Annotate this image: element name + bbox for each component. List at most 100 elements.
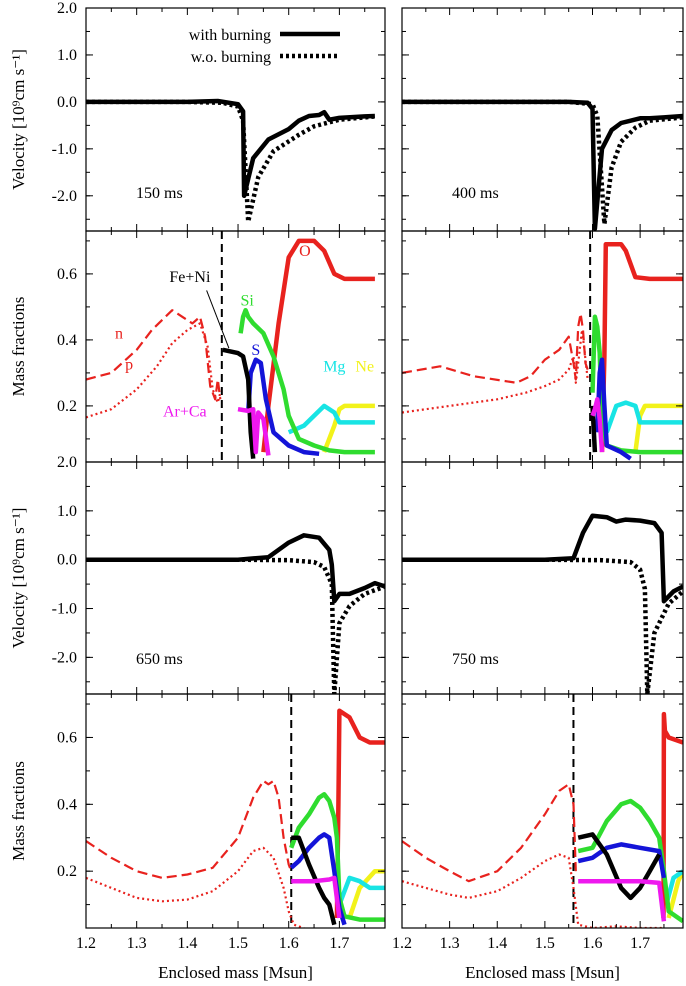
x-tick-label: 1.3 — [440, 935, 460, 952]
o-fraction-line — [334, 708, 385, 919]
plot-area — [402, 513, 683, 694]
plot-area — [86, 98, 376, 224]
si-fraction-line — [238, 307, 375, 455]
mg-fraction-line — [604, 400, 683, 434]
velocity-panel-150-ms: 2.0 1.0 0.0 -1.0 -2.0 150 ms — [52, 0, 386, 232]
y-tick-label: -1.0 — [52, 601, 77, 618]
mass-fraction-panel-150-ms: 0.6 0.4 0.2 — [57, 230, 386, 463]
feni-fraction-line — [291, 835, 337, 926]
panel-frame — [85, 461, 386, 695]
velocity-panel-400-ms: 400 ms — [401, 7, 684, 232]
y-axis-label: Velocity [10⁹cm s⁻¹] — [9, 508, 28, 649]
species-label: S — [251, 342, 260, 359]
x-tick-label: 1.5 — [228, 935, 248, 952]
n-fraction-line — [86, 779, 293, 879]
species-label: O — [299, 243, 311, 260]
x-tick-label: 1.5 — [535, 935, 555, 952]
mg-fraction-line — [287, 403, 375, 435]
y-tick-label: -2.0 — [52, 188, 77, 205]
ne-fraction-line — [633, 403, 683, 453]
s-fraction-line — [595, 357, 632, 461]
feni-pointer — [206, 290, 230, 349]
x-tick-label: 1.2 — [392, 935, 412, 952]
legend-label: w.o. burning — [191, 49, 271, 66]
y-tick-label: -1.0 — [52, 141, 77, 158]
n-fraction-line — [402, 312, 589, 384]
x-tick-label: 1.4 — [177, 935, 197, 952]
x-tick-label: 1.2 — [76, 935, 96, 952]
si-fraction-line — [289, 792, 385, 922]
x-tick-label: 1.7 — [329, 935, 349, 952]
p-fraction-line — [86, 846, 305, 928]
y-axis-label: Mass fractions — [9, 297, 28, 397]
s-fraction-line — [245, 357, 320, 457]
legend: with burning w.o. burning — [189, 27, 340, 66]
plot-area — [86, 231, 375, 462]
arca-fraction-line — [578, 878, 667, 922]
y-tick-label: 2.0 — [57, 0, 77, 17]
y-tick-label: 0.4 — [57, 332, 77, 349]
feni-fraction-line — [222, 347, 256, 459]
o-fraction-line — [661, 711, 683, 919]
y-tick-label: 2.0 — [57, 454, 77, 471]
x-axis-label: Enclosed mass [Msun] — [158, 963, 313, 982]
x-axis-label: Enclosed mass [Msun] — [465, 963, 620, 982]
velocity-line-without-burning — [86, 557, 385, 694]
species-label: Si — [240, 292, 254, 309]
ne-fraction-line — [322, 403, 375, 453]
y-tick-label: -2.0 — [52, 649, 77, 666]
panel-frame — [401, 693, 684, 929]
plot-area — [86, 533, 385, 694]
plot-area — [402, 694, 683, 928]
species-label: Fe+Ni — [169, 269, 211, 286]
n-fraction-line — [402, 783, 577, 883]
panel-frame — [401, 461, 684, 695]
y-tick-label: 1.0 — [57, 503, 77, 520]
x-tick-label: 1.6 — [279, 935, 299, 952]
species-label: Ne — [355, 358, 374, 375]
s-fraction-line — [577, 842, 667, 879]
legend-label: with burning — [189, 27, 271, 44]
species-label: n — [115, 325, 123, 342]
arca-fraction-line — [237, 406, 271, 456]
o-fraction-line — [261, 238, 375, 453]
y-tick-label: 0.6 — [57, 729, 77, 746]
time-label: 750 ms — [452, 651, 499, 668]
species-annotations: Fe+Ni Si S Onp Ar+Ca Mg Ne — [115, 243, 374, 421]
y-tick-label: 0.0 — [57, 552, 77, 569]
y-axis-label: Mass fractions — [9, 761, 28, 861]
n-fraction-line — [86, 309, 222, 401]
y-tick-label: 0.6 — [57, 266, 77, 283]
y-tick-label: 0.4 — [57, 796, 77, 813]
time-label: 150 ms — [136, 185, 183, 202]
velocity-line-with-burning — [402, 99, 683, 231]
plot-area — [402, 99, 683, 231]
velocity-line-with-burning — [86, 98, 375, 199]
arca-fraction-line — [291, 875, 342, 919]
o-fraction-line — [599, 241, 683, 453]
velocity-panel-650-ms: 2.0 1.0 0.0 -1.0 -2.0 650 ms — [52, 454, 386, 695]
mass-fraction-panel-400-ms — [401, 230, 684, 463]
mass-fraction-panel-650-ms: 0.6 0.4 0.2 — [57, 693, 386, 929]
time-label: 400 ms — [452, 185, 499, 202]
p-fraction-line — [402, 853, 664, 928]
plot-area — [86, 694, 385, 928]
arca-fraction-line — [590, 397, 605, 453]
y-axis-label: Velocity [10⁹cm s⁻¹] — [9, 49, 28, 190]
si-fraction-line — [577, 798, 683, 924]
p-fraction-line — [402, 328, 589, 414]
time-label: 650 ms — [136, 651, 183, 668]
plot-area — [402, 231, 683, 462]
velocity-panel-750-ms: 750 ms — [401, 461, 684, 695]
panel-frame — [85, 230, 386, 463]
y-tick-label: 0.2 — [57, 863, 77, 880]
mass-fraction-panel-750-ms — [401, 693, 684, 929]
velocity-line-without-burning — [402, 557, 683, 694]
x-tick-label: 1.6 — [583, 935, 603, 952]
feni-fraction-line — [577, 832, 662, 901]
species-label: Ar+Ca — [163, 403, 207, 420]
x-tick-label: 1.4 — [487, 935, 507, 952]
velocity-line-with-burning — [402, 513, 683, 604]
y-tick-label: 0.2 — [57, 398, 77, 415]
